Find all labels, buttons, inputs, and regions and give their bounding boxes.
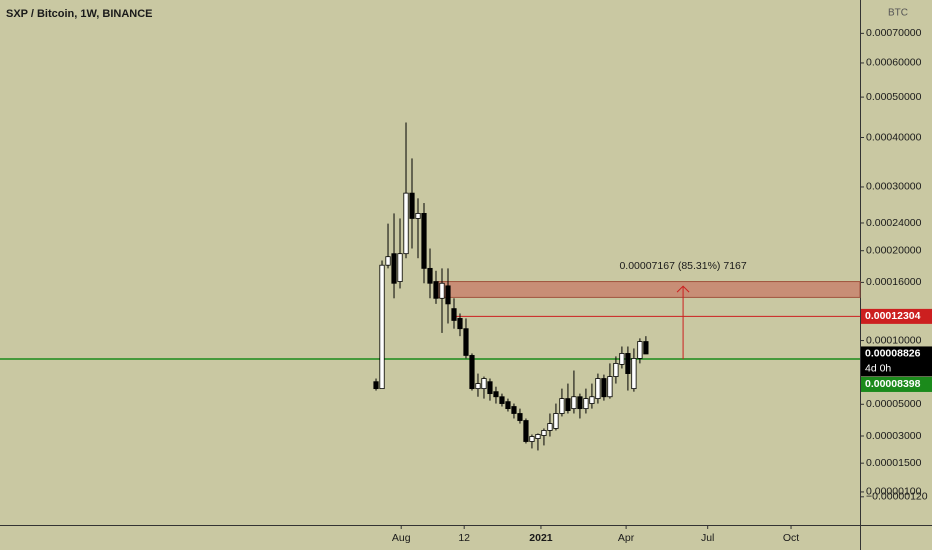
candle-body (595, 378, 601, 400)
resistance-price-box (861, 308, 932, 324)
candle-body (421, 213, 427, 269)
candle-body (547, 423, 553, 431)
candle-body (511, 406, 517, 414)
candle-body (373, 381, 379, 390)
candle-body (439, 282, 445, 299)
last-price: 0.00008826 (865, 348, 921, 360)
y-tick-label: 0.00020000 (866, 244, 922, 256)
candle-body (451, 308, 457, 321)
candle-body (385, 256, 391, 266)
candle-body (409, 192, 415, 219)
candle-body (541, 430, 547, 436)
candle-body (403, 192, 409, 255)
currency-label: BTC (888, 8, 908, 19)
y-tick-label: 0.00070000 (866, 27, 922, 39)
candle-body (427, 267, 433, 284)
y-tick-label: −0.00000120 (866, 491, 928, 503)
candle-body (607, 376, 613, 398)
candle-body (415, 213, 421, 219)
y-tick-label: 0.00030000 (866, 181, 922, 193)
last-price-countdown: 4d 0h (865, 363, 891, 375)
last-price-box (861, 346, 932, 377)
candle-body (433, 281, 439, 299)
candle-body (613, 363, 619, 377)
candle-body (505, 401, 511, 410)
y-tick-label: 0.00003000 (866, 430, 922, 442)
candle-body (553, 413, 559, 429)
chart-title: SXP / Bitcoin, 1W, BINANCE (6, 8, 153, 20)
candle-body (397, 253, 403, 282)
y-tick-label: 0.00010000 (866, 334, 922, 346)
candle-body (391, 253, 397, 284)
candle-body (571, 396, 577, 410)
candle-body (517, 413, 523, 421)
candle-body (589, 396, 595, 404)
candle-body (499, 396, 505, 404)
candle-body (529, 436, 535, 442)
x-tick-label: Apr (618, 532, 635, 544)
candle-body (565, 398, 571, 411)
y-tick-label: 0.00060000 (866, 57, 922, 69)
candle-body (481, 378, 487, 390)
x-tick-label: 2021 (529, 532, 553, 544)
candle-body (487, 381, 493, 395)
y-tick-label: 0.00001500 (866, 457, 922, 469)
y-tick-label: 0.00050000 (866, 91, 922, 103)
candle-body (577, 396, 583, 410)
candle-body (457, 318, 463, 330)
candle-body (619, 353, 625, 365)
candle-body (535, 434, 541, 439)
candle-body (463, 328, 469, 356)
y-tick-label: 0.00016000 (866, 276, 922, 288)
candle-body (523, 420, 529, 442)
candle-body (601, 378, 607, 398)
candle-body (637, 341, 643, 359)
support-price: 0.00008398 (865, 378, 921, 390)
candle-body (631, 358, 637, 390)
candle-body (583, 398, 589, 410)
resistance-price: 0.00012304 (865, 310, 921, 322)
x-tick-label: Jul (701, 532, 714, 544)
measure-label: 0.00007167 (85.31%) 7167 (619, 260, 746, 272)
zone (437, 281, 861, 298)
x-tick-label: Oct (783, 532, 799, 544)
candle-body (559, 398, 565, 414)
y-tick-label: 0.00024000 (866, 217, 922, 229)
x-tick-label: Aug (392, 532, 411, 544)
candle-body (493, 391, 499, 398)
candle-body (643, 341, 649, 355)
measure-arrowhead (676, 285, 690, 293)
candle-body (445, 285, 451, 305)
candle-body (625, 353, 631, 374)
candle-body (469, 355, 475, 390)
y-tick-label: 0.00005000 (866, 398, 922, 410)
support-price-box (861, 376, 932, 392)
candle-body (475, 383, 481, 390)
x-tick-label: 12 (458, 532, 470, 544)
y-tick-label: 0.00000100 (866, 486, 922, 498)
y-tick-label: 0.00040000 (866, 131, 922, 143)
candle-body (379, 264, 385, 390)
